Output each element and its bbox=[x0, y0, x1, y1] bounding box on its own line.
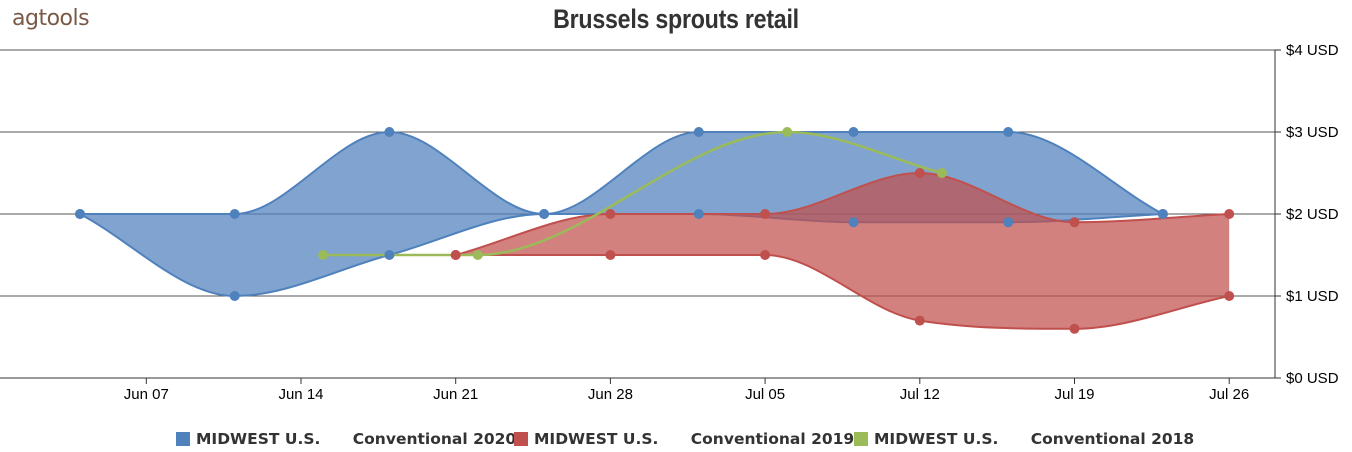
data-point-high[interactable] bbox=[1224, 209, 1235, 219]
data-point-high[interactable] bbox=[914, 168, 925, 178]
legend-label-2018: MIDWEST U.S. Conventional 2018 bbox=[874, 430, 1195, 448]
data-point-high[interactable] bbox=[1003, 127, 1014, 137]
legend-swatch-red bbox=[514, 432, 528, 446]
x-tick-label: Jun 28 bbox=[588, 386, 633, 403]
data-point-low[interactable] bbox=[1224, 291, 1235, 301]
y-tick-label: $2 USD bbox=[1286, 206, 1339, 223]
legend-label-2020: MIDWEST U.S. Conventional 2020 bbox=[196, 430, 517, 448]
series-line bbox=[323, 130, 943, 257]
chart-area: $0 USD $1 USD $2 USD $3 USD $4 USD Jun 07 Jun … bbox=[0, 42, 1339, 403]
legend-item-conventional-2020[interactable]: MIDWEST U.S. Conventional 2020 bbox=[176, 426, 516, 452]
legend-swatch-green bbox=[854, 432, 868, 446]
data-point[interactable] bbox=[318, 250, 329, 260]
data-point-low[interactable] bbox=[384, 250, 395, 260]
data-point-low[interactable] bbox=[450, 250, 461, 260]
data-point-low[interactable] bbox=[1003, 217, 1014, 228]
data-point[interactable] bbox=[472, 250, 483, 260]
data-point-high[interactable] bbox=[693, 127, 704, 137]
x-tick-label: Jun 21 bbox=[433, 386, 478, 403]
legend-item-conventional-2019[interactable]: MIDWEST U.S. Conventional 2019 bbox=[514, 426, 854, 452]
data-point-low[interactable] bbox=[848, 217, 859, 228]
data-point-low[interactable] bbox=[75, 209, 85, 219]
data-point[interactable] bbox=[782, 127, 793, 137]
x-tick-label: Jul 26 bbox=[1209, 386, 1249, 403]
legend-label-2019: MIDWEST U.S. Conventional 2019 bbox=[534, 430, 855, 448]
axes: $0 USD $1 USD $2 USD $3 USD $4 USD Jun 07 Jun … bbox=[0, 42, 1339, 403]
y-tick-label: $3 USD bbox=[1286, 124, 1339, 141]
data-point-high[interactable] bbox=[605, 209, 616, 219]
x-tick-label: Jul 05 bbox=[745, 386, 785, 403]
data-point-high[interactable] bbox=[760, 209, 771, 219]
data-point-low[interactable] bbox=[760, 250, 771, 260]
x-tick-label: Jun 07 bbox=[124, 386, 169, 403]
data-point-high[interactable] bbox=[1069, 217, 1080, 228]
series-area bbox=[455, 173, 1230, 329]
series-layer bbox=[75, 127, 1235, 334]
legend-swatch-blue bbox=[176, 432, 190, 446]
series-low-line bbox=[455, 253, 1230, 330]
data-point-low[interactable] bbox=[914, 315, 925, 326]
agtools-logo[interactable]: agtools bbox=[12, 6, 90, 31]
data-point[interactable] bbox=[936, 168, 947, 178]
x-tick-label: Jul 19 bbox=[1054, 386, 1094, 403]
data-point-low[interactable] bbox=[229, 291, 240, 301]
data-point-high[interactable] bbox=[229, 209, 240, 219]
legend: MIDWEST U.S. Conventional 2020 MIDWEST U… bbox=[0, 426, 1352, 452]
data-point-low[interactable] bbox=[1157, 209, 1168, 219]
chart-title: Brussels sprouts retail bbox=[553, 4, 799, 34]
data-point-low[interactable] bbox=[693, 209, 704, 219]
data-point-low[interactable] bbox=[1069, 323, 1080, 334]
y-tick-label: $0 USD bbox=[1286, 370, 1339, 387]
x-tick-label: Jul 12 bbox=[900, 386, 940, 403]
x-tick-label: Jun 14 bbox=[278, 386, 323, 403]
y-tick-label: $4 USD bbox=[1286, 42, 1339, 59]
data-point-high[interactable] bbox=[384, 127, 395, 137]
legend-item-conventional-2018[interactable]: MIDWEST U.S. Conventional 2018 bbox=[854, 426, 1194, 452]
data-point-low[interactable] bbox=[605, 250, 616, 260]
y-tick-label: $1 USD bbox=[1286, 288, 1339, 305]
data-point-high[interactable] bbox=[848, 127, 859, 137]
series-high-line bbox=[80, 130, 1164, 216]
data-point-low[interactable] bbox=[539, 209, 550, 219]
